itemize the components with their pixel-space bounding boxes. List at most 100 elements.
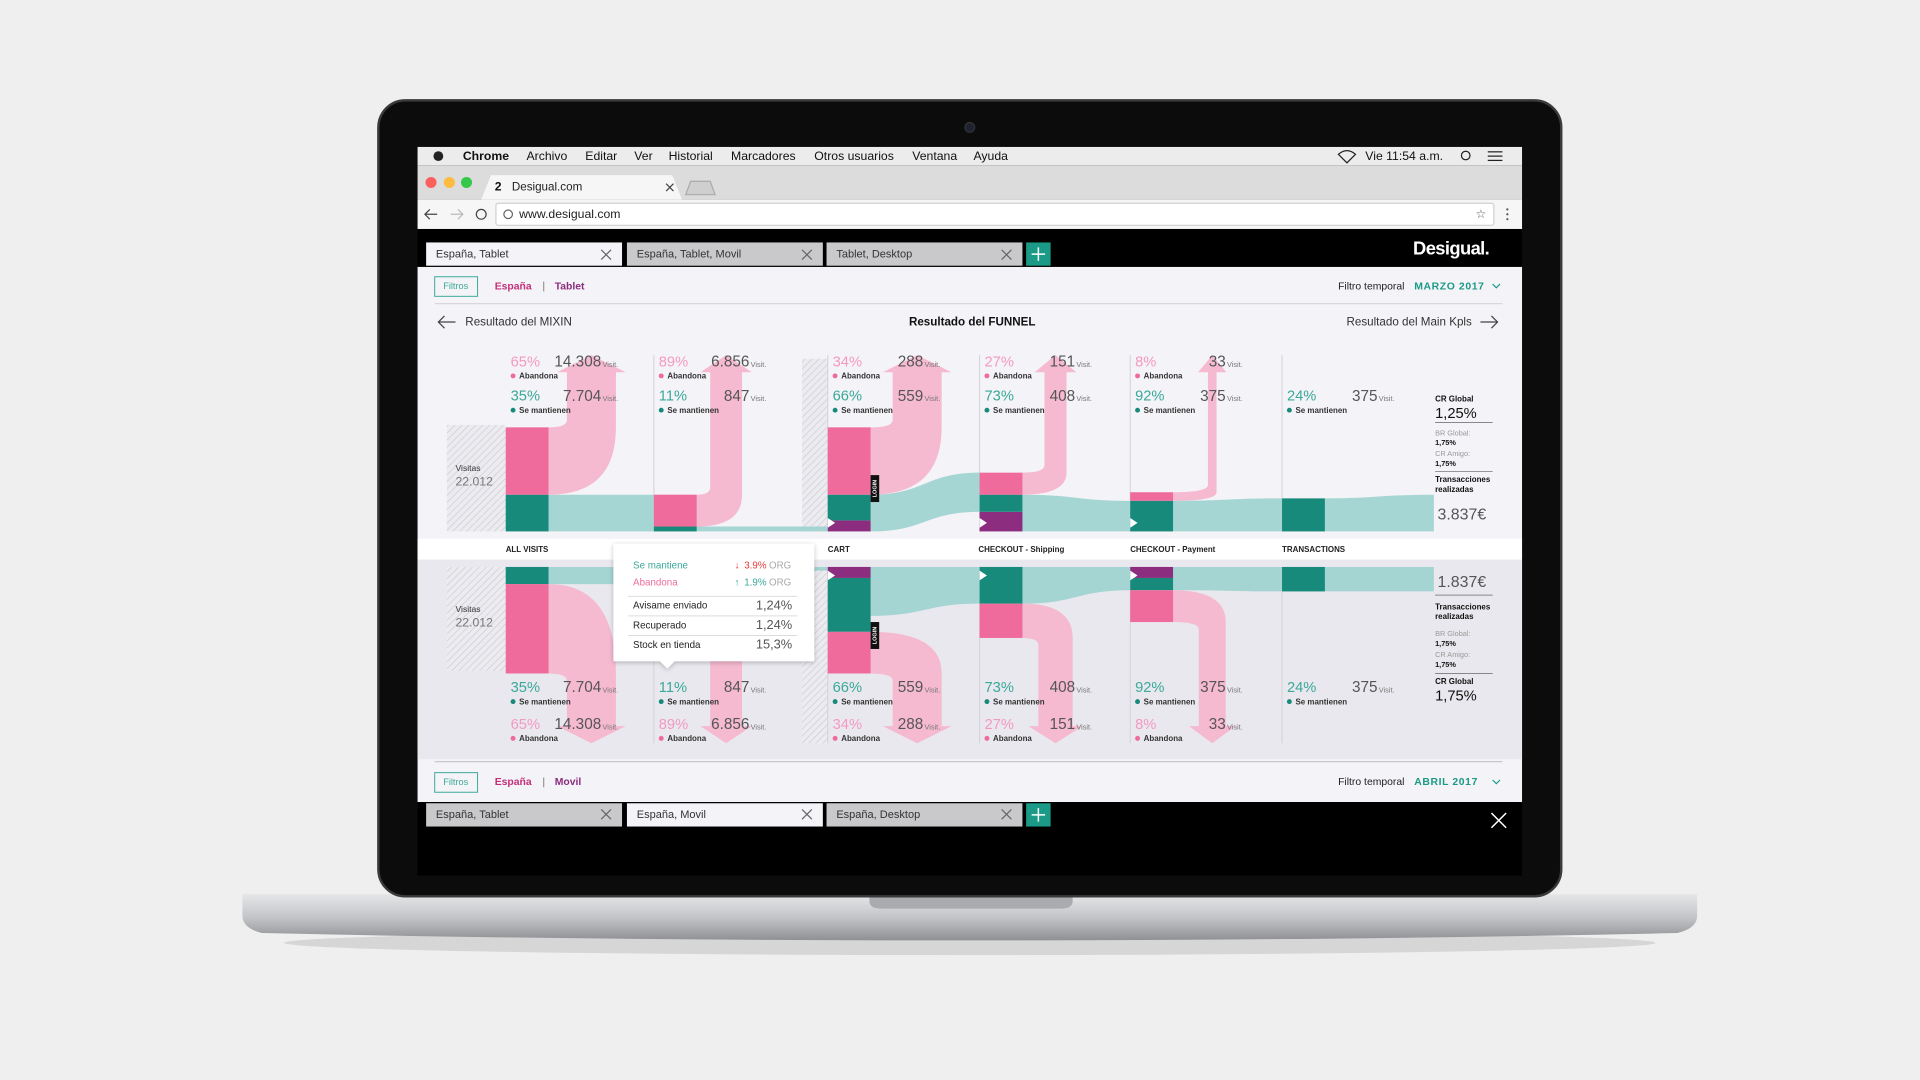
column-unit: Visit. <box>924 686 940 695</box>
laptop-base <box>242 893 1698 941</box>
legend-dot <box>658 407 664 413</box>
funnel-block <box>505 566 549 585</box>
stage-label: CHECKOUT - Shipping <box>978 545 1064 554</box>
funnel-block <box>827 566 871 578</box>
legend-dot <box>832 735 838 741</box>
window-button[interactable] <box>461 176 473 188</box>
column-pct: 11% <box>659 680 687 696</box>
tooltip-abandon: Abandona <box>633 577 678 588</box>
summary-value-small: 1,75% <box>1435 639 1456 648</box>
time-filter-period[interactable]: MARZO 2017 <box>1414 281 1484 292</box>
menu-item[interactable]: Marcadores <box>731 149 796 163</box>
column-unit: Visit. <box>751 360 767 369</box>
funnel-block <box>979 511 1023 532</box>
filter-tab[interactable] <box>426 242 623 266</box>
nav-left[interactable]: Resultado del MIXIN <box>465 316 572 329</box>
column-visits: 559 <box>898 388 924 405</box>
time-filter-period[interactable]: ABRIL 2017 <box>1414 777 1478 788</box>
filter-button[interactable] <box>434 772 479 793</box>
filter-tab[interactable] <box>626 242 823 266</box>
forward-button[interactable] <box>450 208 464 220</box>
column-label: Se mantienen <box>1296 697 1348 706</box>
nav-right-arrow[interactable] <box>1480 315 1499 329</box>
tooltip-row-label: Recuperado <box>633 620 687 631</box>
nav-right[interactable]: Resultado del Main Kpls <box>1346 316 1472 329</box>
back-button[interactable] <box>424 208 438 220</box>
filter-device[interactable]: Tablet <box>555 281 585 292</box>
summary-value-small: 1,75% <box>1435 660 1456 669</box>
column-label: Se mantienen <box>1144 406 1196 415</box>
window-button[interactable] <box>443 176 455 188</box>
summary-label: CR Global <box>1435 677 1473 686</box>
tooltip-row-value: 1,24% <box>756 617 792 632</box>
column-label: Se mantienen <box>1144 697 1196 706</box>
filter-tab-close <box>600 808 612 820</box>
login-label: LOGIN <box>872 627 878 644</box>
funnel-block <box>827 577 871 632</box>
column-unit: Visit. <box>1227 686 1243 695</box>
filter-button[interactable] <box>434 276 479 297</box>
dropdown-icon[interactable] <box>1492 779 1501 785</box>
filter-tab[interactable] <box>426 803 623 827</box>
summary-value-small: 1,75% <box>1435 459 1456 468</box>
column-pct: 92% <box>1135 680 1164 696</box>
column-pct: 65% <box>511 717 540 733</box>
menu-item[interactable]: Archivo <box>527 149 568 163</box>
column-pct: 27% <box>984 717 1013 733</box>
column-label: Abandona <box>1144 734 1183 743</box>
nav-left-arrow[interactable] <box>437 315 456 329</box>
column-visits: 288 <box>898 353 924 370</box>
menu-item[interactable]: Historial <box>669 149 713 163</box>
abandon-arrow <box>1022 355 1077 495</box>
menu-item[interactable]: Ventana <box>912 149 957 163</box>
new-tab[interactable] <box>684 180 716 196</box>
funnel-block <box>505 584 549 674</box>
summary-value: 1,25% <box>1435 406 1477 422</box>
legend-dot <box>510 407 516 413</box>
tooltip-row-label: Stock en tienda <box>633 640 701 651</box>
funnel-block <box>1130 492 1174 501</box>
funnel-block <box>1130 500 1174 532</box>
menu-item[interactable]: Ayuda <box>973 149 1008 163</box>
browser-tab[interactable] <box>481 175 683 200</box>
column-pct: 11% <box>659 389 687 405</box>
filter-country[interactable]: España <box>495 281 532 292</box>
filter-tab[interactable] <box>826 242 1023 266</box>
dropdown-icon[interactable] <box>1492 283 1501 289</box>
tooltip-change: 1.9% <box>744 577 767 588</box>
legend-dot <box>1135 735 1140 741</box>
url-bar[interactable] <box>495 202 1495 226</box>
menu-item[interactable]: Ver <box>634 149 652 163</box>
reload-button[interactable] <box>475 208 487 220</box>
abandon-arrow <box>696 355 752 527</box>
filter-button-label: Filtros <box>443 777 468 787</box>
funnel-block <box>1130 590 1174 623</box>
legend-dot <box>658 373 664 379</box>
funnel-block <box>827 520 871 532</box>
column-visits: 408 <box>1050 388 1076 405</box>
column-visits: 847 <box>724 388 750 405</box>
funnel-block <box>979 472 1023 495</box>
flow-marker <box>827 517 836 528</box>
stage-band <box>417 538 1523 560</box>
filter-device[interactable]: Movil <box>555 777 582 788</box>
column-unit: Visit. <box>602 722 618 731</box>
filter-button-label: Filtros <box>443 281 468 291</box>
summary-label: CR Amigo: <box>1435 449 1470 458</box>
flow-band <box>548 494 654 532</box>
abandon-arrow <box>870 355 952 495</box>
filter-country[interactable]: España <box>495 777 532 788</box>
logo: Desigual. <box>1413 238 1489 259</box>
close-panel[interactable] <box>1490 812 1507 829</box>
filter-tab[interactable] <box>626 803 823 827</box>
funnel-block <box>653 494 697 527</box>
menu-item[interactable]: Otros usuarios <box>814 149 894 163</box>
column-label: Abandona <box>841 734 880 743</box>
window-button[interactable] <box>425 176 437 188</box>
funnel-block <box>505 427 549 495</box>
legend-dot <box>658 699 664 705</box>
funnel-block <box>827 427 871 495</box>
column-unit: Visit. <box>1076 722 1092 731</box>
menu-item[interactable]: Editar <box>585 149 617 163</box>
filter-tab[interactable] <box>826 803 1023 827</box>
